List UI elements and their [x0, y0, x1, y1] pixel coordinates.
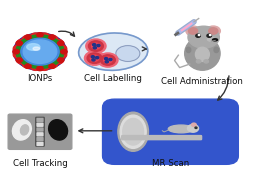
Circle shape	[100, 55, 115, 65]
Ellipse shape	[27, 44, 40, 50]
Circle shape	[87, 53, 102, 63]
Circle shape	[90, 55, 99, 61]
Circle shape	[209, 28, 218, 34]
Circle shape	[187, 125, 199, 132]
Circle shape	[196, 34, 200, 37]
Circle shape	[105, 57, 108, 60]
Circle shape	[49, 35, 55, 39]
Text: Cell Tracking: Cell Tracking	[13, 159, 67, 168]
Ellipse shape	[196, 47, 209, 61]
Polygon shape	[13, 33, 67, 70]
Circle shape	[92, 43, 100, 49]
Ellipse shape	[79, 33, 148, 70]
Ellipse shape	[33, 47, 40, 50]
Circle shape	[89, 41, 103, 51]
Circle shape	[58, 58, 64, 62]
Circle shape	[16, 58, 22, 62]
Circle shape	[49, 64, 55, 68]
Circle shape	[98, 53, 118, 67]
Ellipse shape	[49, 120, 68, 140]
Circle shape	[37, 33, 43, 37]
Ellipse shape	[123, 119, 144, 145]
Ellipse shape	[120, 115, 146, 148]
Circle shape	[109, 58, 112, 61]
Circle shape	[186, 26, 200, 36]
Circle shape	[198, 35, 200, 36]
Circle shape	[104, 57, 112, 63]
Circle shape	[196, 60, 201, 63]
Circle shape	[192, 123, 196, 126]
Ellipse shape	[214, 47, 219, 53]
Circle shape	[204, 60, 208, 63]
Ellipse shape	[186, 47, 191, 53]
Circle shape	[61, 50, 67, 54]
Text: Cell Labelling: Cell Labelling	[84, 74, 142, 83]
Circle shape	[97, 44, 100, 47]
FancyBboxPatch shape	[37, 123, 43, 126]
FancyBboxPatch shape	[8, 114, 72, 149]
Text: IONPs: IONPs	[27, 74, 53, 83]
Circle shape	[95, 57, 99, 59]
FancyBboxPatch shape	[37, 138, 43, 141]
Ellipse shape	[118, 112, 148, 151]
Circle shape	[189, 28, 198, 34]
Ellipse shape	[168, 125, 194, 133]
FancyBboxPatch shape	[37, 133, 43, 136]
Circle shape	[13, 50, 19, 54]
Circle shape	[37, 66, 43, 71]
Text: MR Scan: MR Scan	[152, 159, 189, 168]
Ellipse shape	[213, 39, 218, 41]
Circle shape	[25, 64, 31, 68]
FancyBboxPatch shape	[102, 99, 238, 164]
Circle shape	[25, 35, 31, 39]
FancyBboxPatch shape	[37, 119, 43, 121]
Circle shape	[16, 41, 22, 46]
Circle shape	[91, 56, 94, 58]
Circle shape	[207, 34, 211, 37]
FancyBboxPatch shape	[122, 136, 201, 140]
Circle shape	[195, 127, 197, 129]
Circle shape	[86, 39, 106, 53]
Circle shape	[93, 44, 96, 46]
Ellipse shape	[20, 125, 29, 135]
FancyBboxPatch shape	[37, 128, 43, 131]
Ellipse shape	[12, 120, 31, 140]
Circle shape	[188, 26, 219, 48]
FancyBboxPatch shape	[37, 143, 43, 145]
Circle shape	[84, 51, 105, 65]
Ellipse shape	[116, 46, 140, 61]
Circle shape	[58, 41, 64, 46]
Text: Cell Administration: Cell Administration	[161, 77, 243, 86]
Circle shape	[23, 40, 57, 63]
Ellipse shape	[185, 37, 220, 70]
FancyBboxPatch shape	[36, 117, 44, 146]
Circle shape	[92, 59, 95, 61]
Circle shape	[21, 38, 59, 65]
Circle shape	[93, 47, 96, 49]
Circle shape	[210, 35, 211, 36]
Ellipse shape	[207, 37, 215, 41]
Circle shape	[105, 61, 108, 63]
Circle shape	[13, 33, 67, 70]
Circle shape	[16, 35, 64, 68]
Circle shape	[206, 26, 220, 36]
